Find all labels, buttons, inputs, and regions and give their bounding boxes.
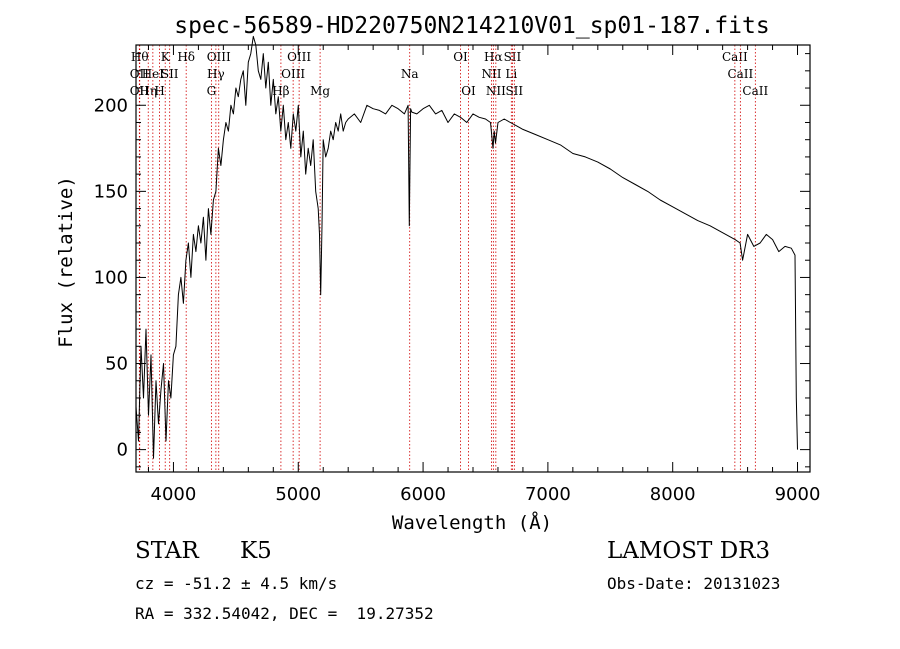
ra-dec-coordinates: RA = 332.54042, DEC = 19.27352 xyxy=(135,604,434,623)
y-axis: 0 50 100 150 200 xyxy=(94,53,810,468)
line-marker-label: SII xyxy=(505,84,523,98)
line-marker-label: CaII xyxy=(722,50,748,64)
line-marker-label: NII xyxy=(481,67,501,81)
line-marker-label: G xyxy=(207,84,217,98)
x-tick-label: 7000 xyxy=(525,484,571,505)
y-tick-label: 150 xyxy=(94,181,128,202)
y-tick-label: 200 xyxy=(94,95,128,116)
x-axis: 4000 5000 6000 7000 8000 9000 xyxy=(147,45,821,505)
line-marker-label: Na xyxy=(401,67,419,81)
line-marker-label: SII xyxy=(504,50,522,64)
spectral-line-markers: HθOIIOIIHηHeIHKSIIHδGHγOIIIHβOIIIOIIIMgN… xyxy=(130,45,768,472)
line-marker-label: Li xyxy=(505,67,517,81)
line-marker-label: CaII xyxy=(727,67,753,81)
chart-title: spec-56589-HD220750N214210V01_sp01-187.f… xyxy=(174,13,769,39)
line-marker-label: CaII xyxy=(742,84,768,98)
spectrum-line xyxy=(135,35,798,459)
y-axis-label: Flux (relative) xyxy=(55,176,77,348)
line-marker-label: SII xyxy=(161,67,179,81)
x-tick-label: 9000 xyxy=(775,484,821,505)
spectrum-series xyxy=(135,35,798,459)
line-marker-label: Hδ xyxy=(177,50,195,64)
line-marker-label: NII xyxy=(486,84,506,98)
x-axis-label: Wavelength (Å) xyxy=(392,511,552,534)
y-tick-label: 100 xyxy=(94,267,128,288)
line-marker-label: OIII xyxy=(281,67,305,81)
object-class: STAR xyxy=(135,538,199,564)
line-marker-label: Hγ xyxy=(207,67,225,81)
redshift-cz: cz = -51.2 ± 4.5 km/s xyxy=(135,574,338,593)
line-marker-label: OIII xyxy=(207,50,231,64)
object-subclass: K5 xyxy=(240,538,272,564)
line-marker-label: K xyxy=(161,50,171,64)
observation-date: Obs-Date: 20131023 xyxy=(607,574,781,593)
line-marker-label: OI xyxy=(453,50,468,64)
x-tick-label: 4000 xyxy=(151,484,197,505)
line-marker-label: HeI xyxy=(142,67,165,81)
x-tick-label: 8000 xyxy=(650,484,696,505)
line-marker-label: Mg xyxy=(310,84,330,98)
line-marker-label: OI xyxy=(461,84,476,98)
line-marker-label: OIII xyxy=(287,50,311,64)
line-marker-label: Hβ xyxy=(272,84,289,98)
line-marker-label: H xyxy=(154,84,164,98)
line-marker-label: OII xyxy=(130,84,150,98)
y-tick-label: 0 xyxy=(117,440,128,461)
line-marker-label: Hα xyxy=(484,50,503,64)
x-tick-label: 5000 xyxy=(275,484,321,505)
plot-frame xyxy=(135,44,811,473)
y-tick-label: 50 xyxy=(105,354,128,375)
survey-name: LAMOST DR3 xyxy=(607,538,771,564)
x-tick-label: 6000 xyxy=(400,484,446,505)
